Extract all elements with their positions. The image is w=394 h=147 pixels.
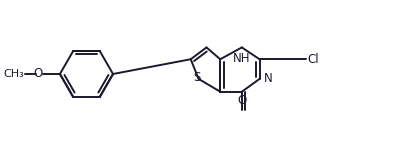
Text: NH: NH	[233, 52, 251, 65]
Text: S: S	[193, 71, 200, 84]
Text: N: N	[264, 72, 272, 85]
Text: O: O	[237, 94, 247, 107]
Text: CH₃: CH₃	[4, 69, 24, 79]
Text: Cl: Cl	[308, 53, 320, 66]
Text: O: O	[33, 67, 42, 81]
